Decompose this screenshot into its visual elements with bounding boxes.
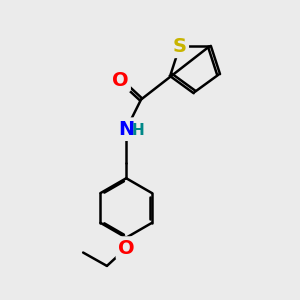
Text: H: H: [131, 123, 144, 138]
Text: N: N: [118, 120, 134, 139]
Text: S: S: [173, 37, 187, 56]
Text: O: O: [112, 71, 129, 90]
Text: O: O: [118, 238, 134, 258]
